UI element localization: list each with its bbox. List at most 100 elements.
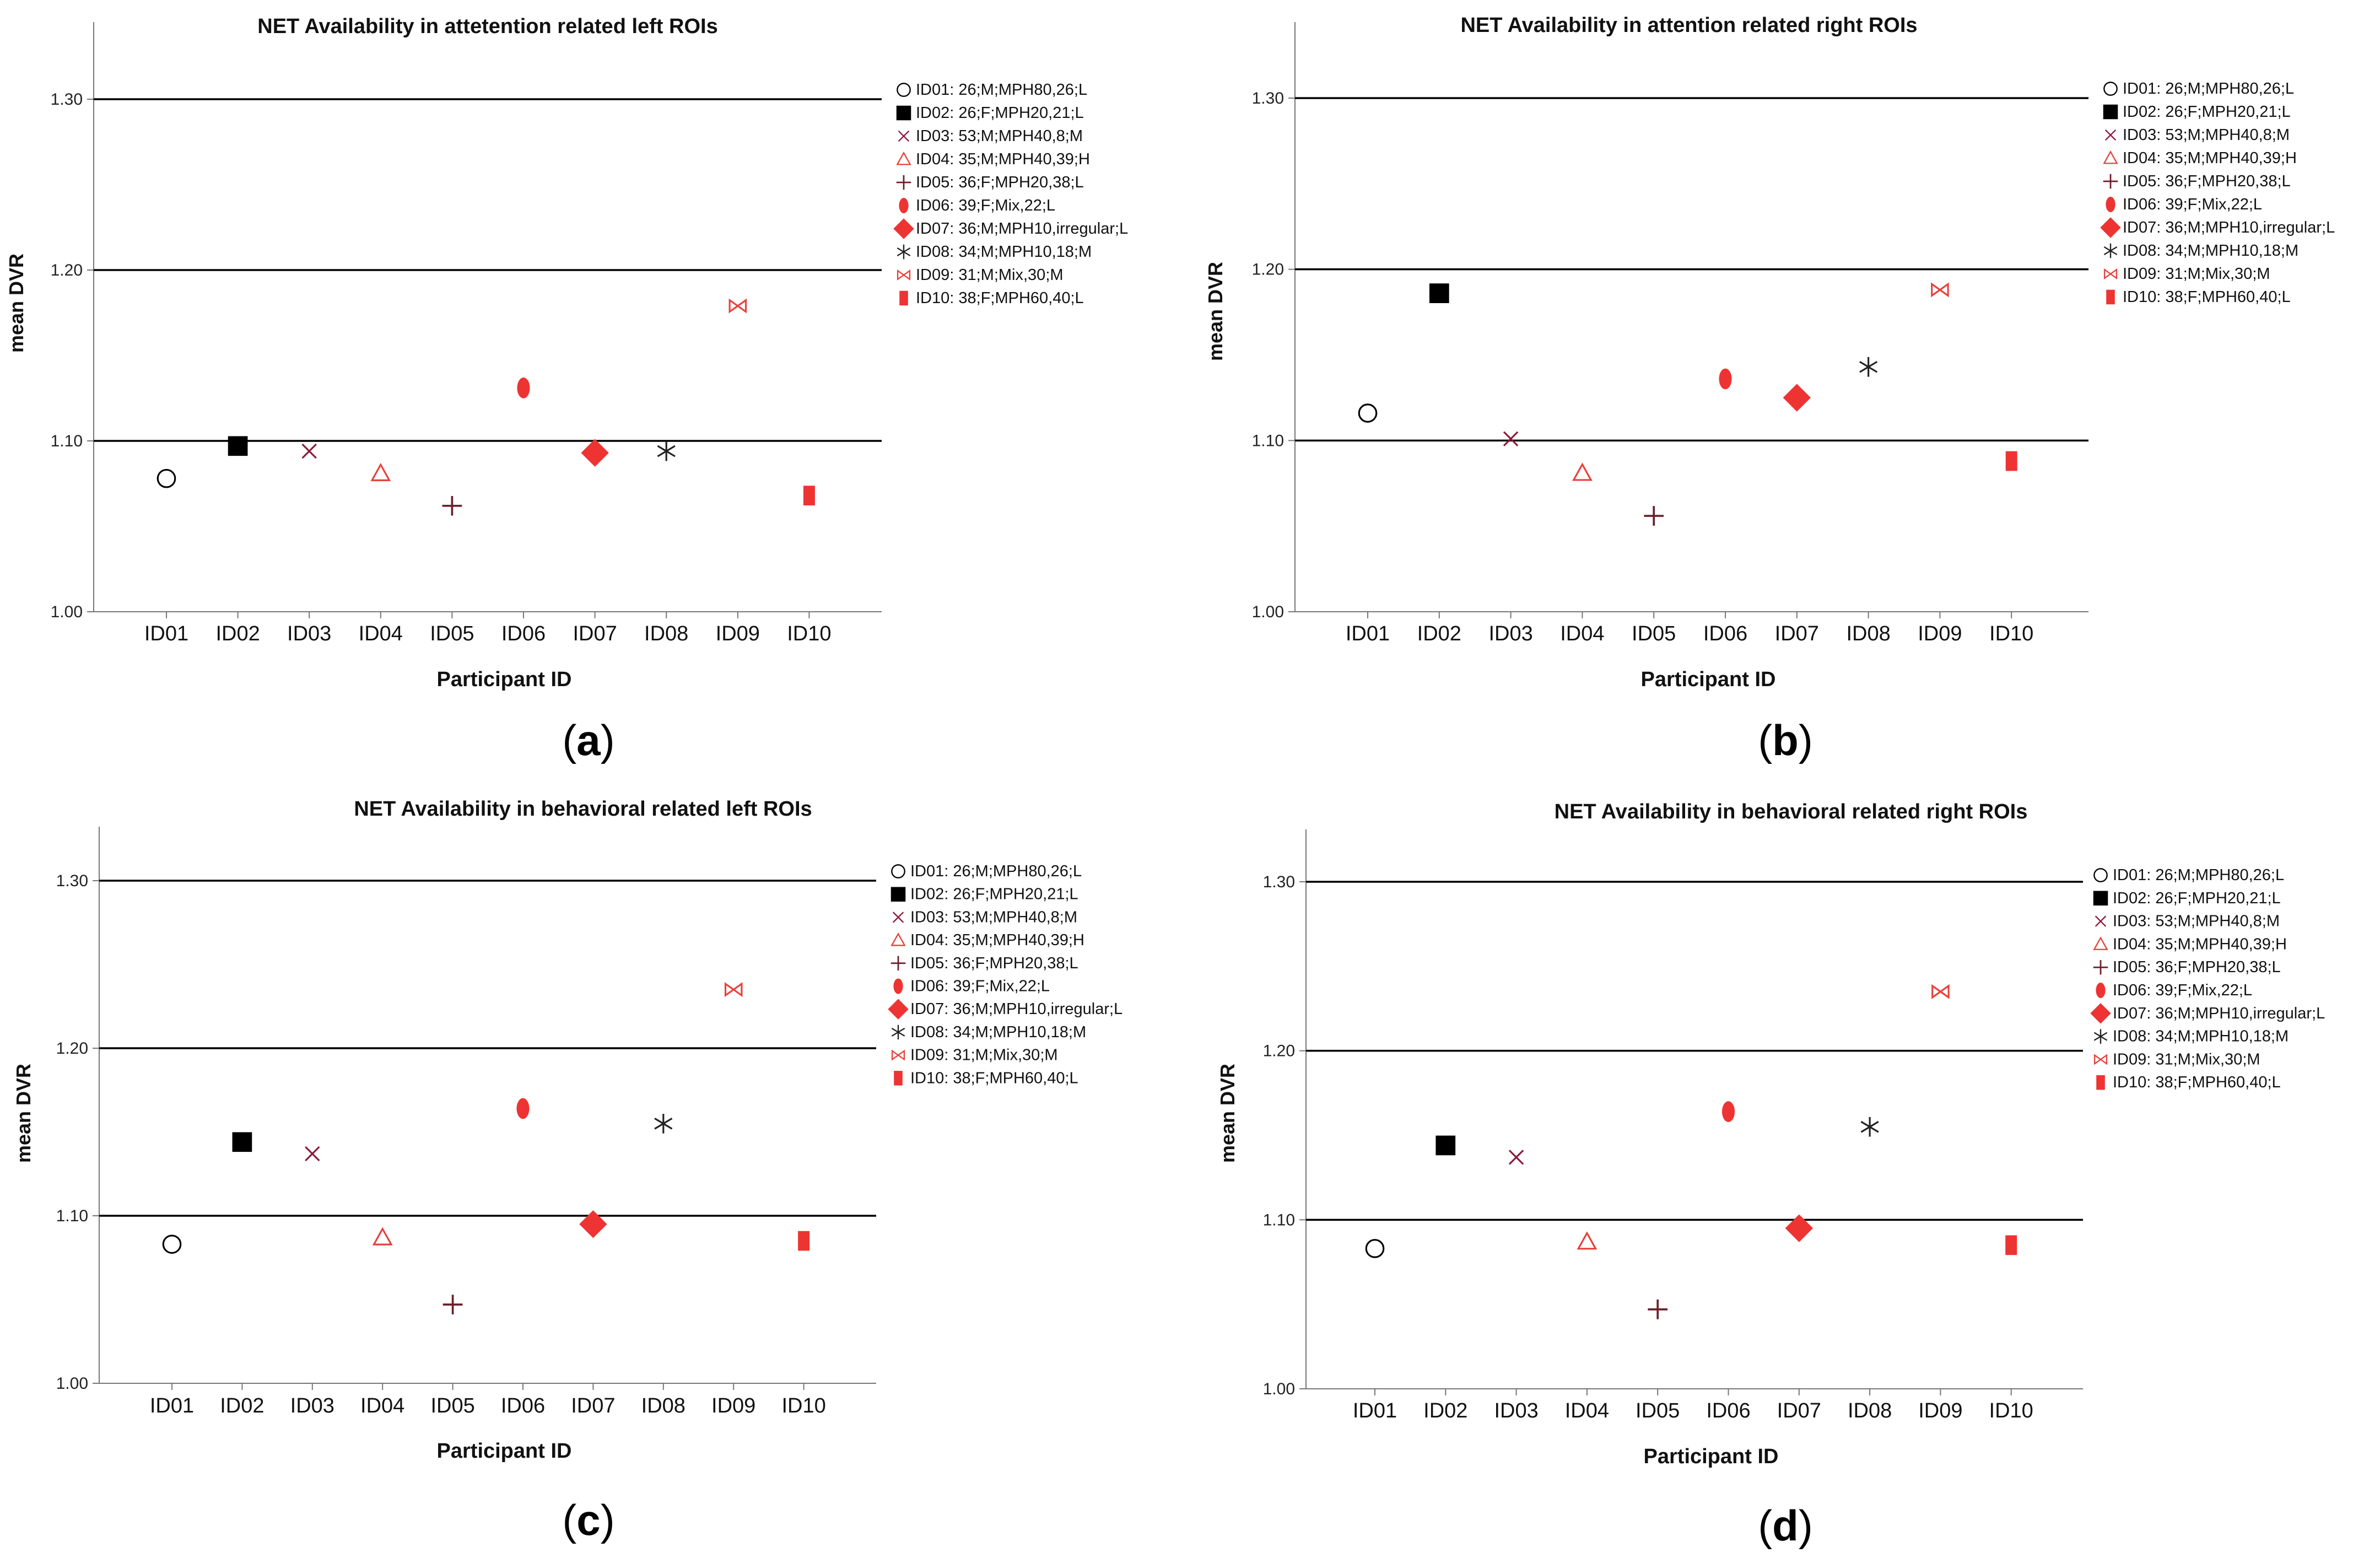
data-point-id01 [156,468,176,488]
legend-marker [896,151,911,165]
data-point-id09 [1931,984,1950,999]
y-tick-label: 1.00 [56,1374,88,1393]
x-tick-label: ID04 [360,1394,404,1417]
data-point-id10 [2005,451,2017,471]
y-tick-label: 1.00 [1252,603,1284,621]
x-tick-label: ID08 [1846,622,1890,645]
legend-item: ID07: 36;M;MPH10,irregular;L [2123,219,2335,236]
x-tick-label: ID02 [1423,1399,1467,1422]
legend-item: ID09: 31;M;Mix,30;M [2113,1050,2260,1068]
data-point-id08 [1859,357,1878,377]
x-tick-label: ID06 [1706,1399,1750,1422]
x-tick-label: ID02 [220,1394,264,1417]
legend-marker [2093,868,2108,882]
legend-marker [896,105,911,121]
legend-marker [2106,289,2115,305]
chart-panel-a: NET Availability in attetention related … [5,15,1128,764]
x-tick-label: ID05 [1636,1399,1680,1422]
data-point-id06 [1719,368,1732,390]
data-point-id04 [370,462,391,482]
data-point-id10 [2005,1235,2017,1255]
panel-label: (c) [562,1496,614,1544]
legend-marker [891,1025,905,1040]
x-axis-label: Participant ID [437,1440,572,1463]
panel-label: (b) [1758,716,1813,764]
data-point-id05 [1648,1300,1668,1319]
data-point-id08 [1860,1117,1879,1137]
legend-marker [2093,1029,2108,1044]
legend-marker [2106,196,2115,213]
x-axis-label: Participant ID [437,668,572,691]
legend-item: ID02: 26;F;MPH20,21;L [916,104,1084,122]
y-tick-label: 1.20 [1252,261,1284,279]
x-tick-label: ID06 [501,622,546,645]
legend-marker [893,978,903,994]
legend-item: ID03: 53;M;MPH40,8;M [910,908,1077,926]
legend-item: ID06: 39;F;Mix,22;L [916,197,1055,214]
legend-marker [2103,82,2118,96]
data-point-id05 [442,495,462,516]
x-axis-label: Participant ID [1644,1445,1779,1468]
legend-marker [2103,174,2118,189]
y-axis-label: mean DVR [1216,1064,1239,1163]
y-tick-label: 1.20 [51,261,83,279]
legend-item: ID06: 39;F;Mix,22;L [2113,982,2252,999]
x-tick-label: ID01 [1346,622,1390,645]
data-point-id09 [1931,282,1949,298]
legend-marker [2100,217,2121,238]
x-tick-label: ID07 [1775,622,1819,645]
x-tick-label: ID03 [1494,1399,1538,1422]
legend-item: ID03: 53;M;MPH40,8;M [916,127,1083,145]
y-tick-label: 1.10 [1263,1211,1295,1229]
chart-panel-d: NET Availability in behavioral related r… [1216,800,2325,1550]
data-point-id10 [798,1231,810,1251]
legend-item: ID10: 38;F;MPH60,40;L [916,289,1084,307]
data-point-id01 [162,1234,182,1254]
legend-item: ID08: 34;M;MPH10,18;M [916,243,1092,261]
y-tick-label: 1.20 [56,1039,88,1058]
legend-item: ID09: 31;M;Mix,30;M [916,266,1064,284]
y-tick-label: 1.30 [1263,873,1295,891]
legend-item: ID03: 53;M;MPH40,8;M [2123,126,2290,144]
legend-item: ID07: 36;M;MPH10,irregular;L [910,1000,1122,1018]
legend: ID01: 26;M;MPH80,26;L ID02: 26;F;MPH20,21… [888,862,1122,1087]
legend-marker [2104,129,2117,141]
x-tick-label: ID09 [716,622,760,645]
data-point-id05 [1644,506,1664,526]
data-point-id08 [654,1113,673,1134]
x-tick-label: ID06 [1703,622,1747,645]
data-point-id04 [372,1227,393,1246]
legend-item: ID10: 38;F;MPH60,40;L [2123,288,2291,306]
y-axis-label: mean DVR [1204,262,1227,361]
legend-item: ID04: 35;M;MPH40,39;H [2123,149,2297,167]
x-tick-label: ID09 [1918,1399,1962,1422]
data-point-id07 [1783,384,1811,412]
legend-marker [894,1071,903,1086]
chart-title: NET Availability in attetention related … [257,15,717,38]
legend-item: ID06: 39;F;Mix,22;L [910,978,1050,995]
chart-panel-c: NET Availability in behavioral related l… [12,797,1122,1544]
legend: ID01: 26;M;MPH80,26;L ID02: 26;F;MPH20,21… [893,81,1128,307]
y-tick-label: 1.10 [56,1207,88,1225]
y-tick-label: 1.10 [1252,432,1284,450]
legend-item: ID02: 26;F;MPH20,21;L [2123,103,2291,121]
legend-marker [2103,104,2118,120]
x-tick-label: ID06 [501,1394,545,1417]
legend-marker [897,83,911,97]
data-point-id02 [1435,1135,1456,1156]
legend-item: ID02: 26;F;MPH20,21;L [2113,889,2281,907]
x-tick-label: ID02 [1417,622,1461,645]
x-tick-label: ID04 [1565,1399,1609,1422]
legend-marker [899,197,909,214]
x-tick-label: ID01 [144,622,188,645]
data-point-id06 [1721,1101,1735,1122]
y-axis-label: mean DVR [12,1064,35,1163]
panel-label: (a) [562,716,614,764]
data-point-id02 [228,436,248,456]
x-axis-label: Participant ID [1641,668,1776,691]
legend-item: ID10: 38;F;MPH60,40;L [2113,1074,2281,1091]
data-point-id10 [803,486,815,506]
data-point-id07 [1785,1214,1813,1242]
legend-marker [891,864,905,878]
legend-marker [897,244,911,260]
